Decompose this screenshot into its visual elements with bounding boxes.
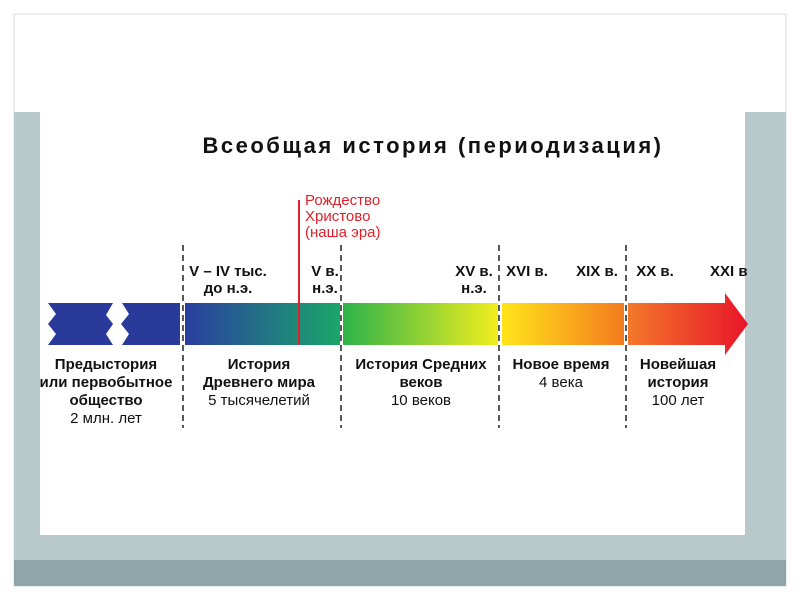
footer-band: [14, 560, 786, 586]
period-name: история: [647, 374, 708, 391]
period-duration: 2 млн. лет: [70, 410, 142, 427]
title: Всеобщая история (периодизация): [202, 133, 663, 158]
christ-label: Рождество: [305, 192, 380, 209]
period-duration: 100 лет: [652, 392, 705, 409]
period-duration: 4 века: [539, 374, 584, 391]
period-duration: 5 тысячелетий: [208, 392, 310, 409]
marker-label: XV в.: [455, 263, 493, 280]
period-name: Новейшая: [640, 356, 716, 373]
period-name: веков: [399, 374, 442, 391]
christ-label: Христово: [305, 208, 370, 225]
marker-label: V – IV тыс.: [189, 263, 267, 280]
period-name: Предыстория: [55, 356, 157, 373]
bar-ancient: [185, 303, 340, 345]
period-name: История Средних: [355, 356, 487, 373]
marker-label: до н.э.: [204, 280, 253, 297]
period-name: Древнего мира: [203, 374, 316, 391]
marker-label: V в.: [311, 263, 339, 280]
period-name: или первобытное: [40, 374, 173, 391]
period-duration: 10 веков: [391, 392, 451, 409]
bar-recent: [628, 293, 748, 355]
bar-modern: [502, 303, 624, 345]
period-name: Новое время: [512, 356, 609, 373]
marker-label: XVI в.: [506, 263, 548, 280]
period-name: общество: [69, 392, 142, 409]
marker-label: н.э.: [461, 280, 487, 297]
bar-piece: [121, 303, 180, 345]
bar-piece: [48, 303, 113, 345]
marker-label: XXI в: [710, 263, 748, 280]
bar-middle: [343, 303, 498, 345]
marker-label: XX в.: [636, 263, 674, 280]
marker-label: н.э.: [312, 280, 338, 297]
period-name: История: [228, 356, 291, 373]
christ-label: (наша эра): [305, 224, 381, 241]
marker-label: XIX в.: [576, 263, 618, 280]
